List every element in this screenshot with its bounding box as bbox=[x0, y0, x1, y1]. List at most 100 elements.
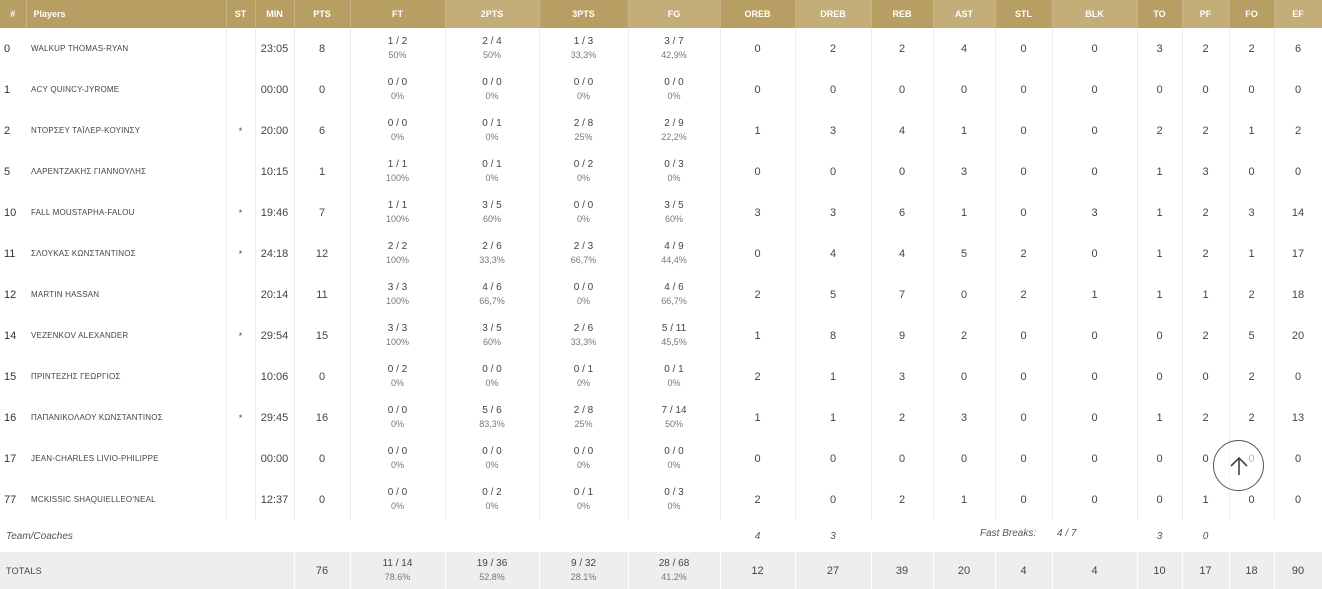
player-reb: 9 bbox=[871, 315, 934, 356]
player-minutes: 00:00 bbox=[255, 438, 295, 479]
table-row: 2 ΝΤΟΡΣΕΥ ΤΑΪΛΕΡ-ΚΟΥΙΝΣΥ * 20:00 6 0 / 0 0% 0 /… bbox=[0, 110, 1322, 151]
totals-row: TOTALS 76 11 / 14 78.6% 19 / 36 52.8% 9 / … bbox=[0, 552, 1322, 589]
player-dreb: 0 bbox=[795, 438, 872, 479]
player-2pts-pct: 0% bbox=[485, 460, 499, 471]
col-header-to[interactable]: TO bbox=[1137, 0, 1183, 28]
col-header-ast[interactable]: AST bbox=[933, 0, 996, 28]
player-ft-pct: 100% bbox=[385, 214, 410, 225]
player-name[interactable]: FALL MOUSTAPHA-FALOU bbox=[26, 192, 227, 233]
player-to: 0 bbox=[1137, 315, 1183, 356]
player-2pts: 0 / 1 0% bbox=[445, 151, 540, 192]
player-3pts-made: 2 / 8 bbox=[573, 404, 594, 416]
col-header-num[interactable]: # bbox=[0, 0, 27, 28]
fast-breaks-value: 4 / 7 bbox=[1057, 528, 1077, 539]
col-header-oreb[interactable]: OREB bbox=[720, 0, 796, 28]
col-header-ef[interactable]: EF bbox=[1274, 0, 1322, 28]
player-name[interactable]: ΣΛΟΥΚΑΣ ΚΩΝΣΤΑΝΤΙΝΟΣ bbox=[26, 233, 227, 274]
arrow-up-icon bbox=[1229, 456, 1248, 475]
player-name[interactable]: ΝΤΟΡΣΕΥ ΤΑΪΛΕΡ-ΚΟΥΙΝΣΥ bbox=[26, 110, 227, 151]
player-2pts: 5 / 6 83,3% bbox=[445, 397, 540, 438]
player-reb: 7 bbox=[871, 274, 934, 315]
player-name[interactable]: ΛΑΡΕΝΤΖΑΚΗΣ ΓΙΑΝΝΟΥΛΗΣ bbox=[26, 151, 227, 192]
starter-mark: * bbox=[226, 315, 256, 356]
player-fg-pct: 50% bbox=[664, 419, 683, 430]
player-name[interactable]: WALKUP THOMAS-RYAN bbox=[26, 28, 227, 69]
totals-ast: 20 bbox=[933, 552, 996, 589]
player-fg: 0 / 3 0% bbox=[628, 479, 721, 520]
col-header-3pts[interactable]: 3PTS bbox=[539, 0, 629, 28]
col-header-dreb[interactable]: DREB bbox=[795, 0, 872, 28]
team-empty-cell bbox=[871, 520, 933, 552]
scroll-to-top-button[interactable] bbox=[1213, 440, 1264, 491]
player-fg: 4 / 6 66,7% bbox=[628, 274, 721, 315]
player-fg-pct: 42,9% bbox=[661, 50, 687, 61]
player-ft-pct: 0% bbox=[390, 419, 404, 430]
team-empty-cell bbox=[1229, 520, 1274, 552]
player-minutes: 29:45 bbox=[255, 397, 295, 438]
player-name[interactable]: MCKISSIC SHAQUIELLEO'NEAL bbox=[26, 479, 227, 520]
player-3pts: 0 / 0 0% bbox=[539, 69, 629, 110]
col-header-pts[interactable]: PTS bbox=[294, 0, 351, 28]
col-header-fg[interactable]: FG bbox=[628, 0, 721, 28]
player-points: 0 bbox=[294, 479, 351, 520]
player-stl: 0 bbox=[995, 438, 1053, 479]
team-coaches-row: Team/Coaches 4 3 3 0 bbox=[0, 520, 1322, 552]
player-ft-made: 0 / 0 bbox=[387, 486, 408, 498]
player-to: 1 bbox=[1137, 192, 1183, 233]
player-oreb: 2 bbox=[720, 356, 796, 397]
col-header-st[interactable]: ST bbox=[226, 0, 256, 28]
col-header-fo[interactable]: FO bbox=[1229, 0, 1275, 28]
table-row: 12 MARTIN HASSAN 20:14 11 3 / 3 100% 4 / 6 66,7… bbox=[0, 274, 1322, 315]
player-pf: 1 bbox=[1182, 274, 1230, 315]
player-2pts-made: 2 / 6 bbox=[482, 240, 502, 252]
player-name[interactable]: VEZENKOV ALEXANDER bbox=[26, 315, 227, 356]
col-header-players[interactable]: Players bbox=[26, 0, 227, 28]
player-fg-made: 0 / 1 bbox=[664, 363, 684, 375]
col-header-pf[interactable]: PF bbox=[1182, 0, 1230, 28]
player-3pts: 2 / 8 25% bbox=[539, 110, 629, 151]
player-name[interactable]: ACY QUINCY-JYROME bbox=[26, 69, 227, 110]
player-ef: 0 bbox=[1274, 479, 1322, 520]
player-fg-made: 3 / 5 bbox=[664, 199, 684, 211]
player-ft-made: 3 / 3 bbox=[387, 322, 408, 334]
player-to: 0 bbox=[1137, 438, 1183, 479]
player-number: 14 bbox=[4, 329, 17, 342]
player-to: 1 bbox=[1137, 151, 1183, 192]
player-2pts-made: 0 / 2 bbox=[482, 486, 502, 498]
player-number: 0 bbox=[4, 42, 11, 55]
player-points: 11 bbox=[294, 274, 351, 315]
player-ast: 3 bbox=[933, 397, 996, 438]
col-header-blk[interactable]: BLK bbox=[1052, 0, 1138, 28]
player-ft-made: 3 / 3 bbox=[387, 281, 408, 293]
player-reb: 4 bbox=[871, 110, 934, 151]
player-oreb: 1 bbox=[720, 110, 796, 151]
player-pf: 2 bbox=[1182, 233, 1230, 274]
player-points: 0 bbox=[294, 356, 351, 397]
col-header-stl[interactable]: STL bbox=[995, 0, 1053, 28]
player-fg-pct: 0% bbox=[667, 173, 681, 184]
player-ast: 5 bbox=[933, 233, 996, 274]
player-2pts-made: 0 / 1 bbox=[482, 117, 502, 129]
player-2pts-made: 4 / 6 bbox=[482, 281, 502, 293]
col-header-2pts[interactable]: 2PTS bbox=[445, 0, 540, 28]
player-ft-made: 1 / 2 bbox=[387, 35, 408, 47]
player-fo: 3 bbox=[1229, 192, 1275, 233]
player-name[interactable]: JEAN-CHARLES LIVIO-PHILIPPE bbox=[26, 438, 227, 479]
player-pf: 0 bbox=[1182, 69, 1230, 110]
player-fg: 3 / 7 42,9% bbox=[628, 28, 721, 69]
player-dreb: 0 bbox=[795, 69, 872, 110]
player-ft-pct: 100% bbox=[385, 296, 410, 307]
player-name[interactable]: ΠΡΙΝΤΕΖΗΣ ΓΕΩΡΓΙΟΣ bbox=[26, 356, 227, 397]
player-name[interactable]: MARTIN HASSAN bbox=[26, 274, 227, 315]
col-header-min[interactable]: MIN bbox=[255, 0, 295, 28]
player-name[interactable]: ΠΑΠΑΝΙΚΟΛΑΟΥ ΚΩΝΣΤΑΝΤΙΝΟΣ bbox=[26, 397, 227, 438]
player-ft-pct: 100% bbox=[385, 337, 410, 348]
starter-mark bbox=[226, 479, 256, 520]
col-header-ft[interactable]: FT bbox=[350, 0, 446, 28]
col-header-reb[interactable]: REB bbox=[871, 0, 934, 28]
table-row: 5 ΛΑΡΕΝΤΖΑΚΗΣ ΓΙΑΝΝΟΥΛΗΣ 10:15 1 1 / 1 100% 0 … bbox=[0, 151, 1322, 192]
player-fg-made: 0 / 3 bbox=[664, 158, 684, 170]
player-fg-pct: 0% bbox=[667, 378, 681, 389]
player-stl: 0 bbox=[995, 397, 1053, 438]
team-coaches-label: Team/Coaches bbox=[6, 530, 73, 542]
